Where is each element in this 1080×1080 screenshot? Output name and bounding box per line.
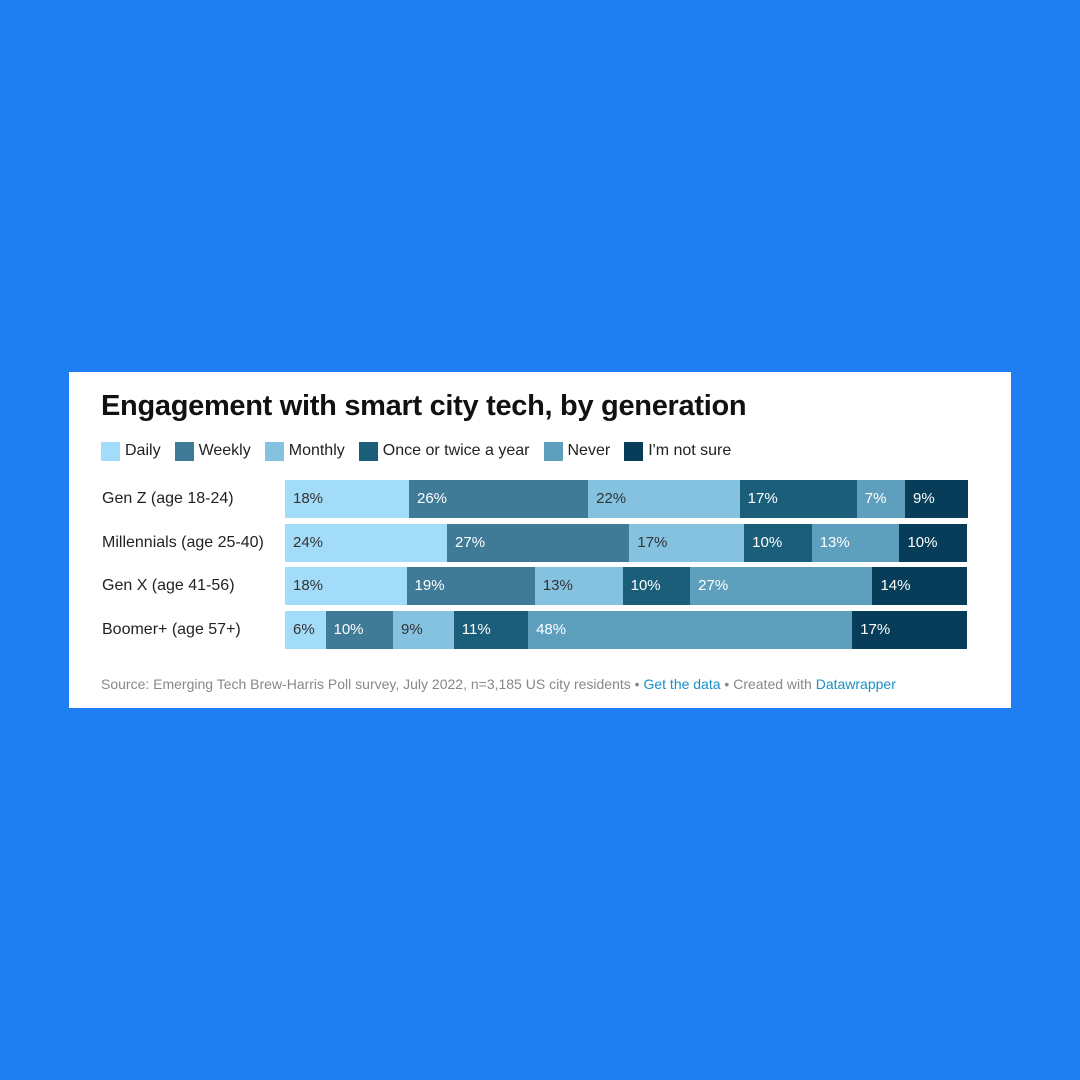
bar-segment: 13%: [534, 567, 624, 605]
bar-segment: 9%: [393, 610, 455, 649]
bar-segment: 10%: [744, 523, 813, 562]
row-label: Gen Z (age 18-24): [102, 490, 234, 507]
bar-segment: 17%: [852, 610, 968, 649]
legend-label: I'm not sure: [648, 442, 732, 459]
source-note: Source: Emerging Tech Brew-Harris Poll s…: [101, 676, 896, 692]
bar-segment: 26%: [409, 480, 589, 518]
bar-segment: 10%: [325, 610, 394, 649]
legend-label: Weekly: [198, 442, 251, 459]
bar-segment: 24%: [285, 523, 448, 562]
legend-label: Daily: [125, 442, 161, 459]
bar-segment: 10%: [622, 567, 691, 605]
chart-legend: Daily Weekly Monthly Once or twice a year Ne…: [101, 440, 745, 462]
legend-swatch: [264, 441, 284, 461]
source-text: Source: Emerging Tech Brew-Harris Poll s…: [101, 676, 631, 692]
legend-item: Daily: [101, 441, 161, 461]
legend-item: I'm not sure: [624, 441, 732, 461]
bar-segment: 11%: [453, 610, 529, 649]
bar-segment: 17%: [629, 523, 745, 562]
legend-swatch: [101, 441, 120, 461]
bar-segment: 19%: [406, 567, 536, 605]
legend-swatch: [543, 441, 563, 461]
legend-swatch: [358, 441, 378, 461]
row-label: Gen X (age 41-56): [102, 577, 235, 594]
bar-segment: 22%: [588, 480, 741, 518]
bar-segment: 18%: [285, 480, 410, 518]
legend-label: Monthly: [288, 442, 345, 459]
bar-segment: 18%: [285, 567, 408, 605]
bar-segment: 17%: [739, 480, 858, 518]
chart-card: Engagement with smart city tech, by gene…: [69, 372, 1011, 708]
legend-label: Never: [567, 442, 611, 459]
legend-item: Weekly: [174, 441, 251, 461]
legend-swatch: [624, 441, 644, 461]
created-with-text: • Created with: [720, 676, 816, 692]
get-the-data-link[interactable]: Get the data: [643, 676, 721, 692]
legend-swatch: [174, 441, 194, 461]
legend-item: Once or twice a year: [358, 441, 530, 461]
bar-segment: 27%: [690, 567, 873, 605]
bar-segment: 6%: [285, 610, 326, 649]
bar-segment: 13%: [811, 523, 900, 562]
chart-title: Engagement with smart city tech, by gene…: [101, 390, 747, 422]
legend-label: Once or twice a year: [382, 442, 530, 459]
row-label: Boomer+ (age 57+): [102, 620, 241, 638]
footer-separator: •: [630, 676, 644, 692]
bar-segment: 48%: [528, 610, 853, 649]
legend-item: Never: [543, 441, 611, 461]
bar-segment: 9%: [905, 480, 968, 518]
bar-segment: 27%: [447, 523, 630, 562]
legend-item: Monthly: [264, 441, 345, 461]
bar-segment: 10%: [899, 523, 968, 562]
bar-segment: 14%: [872, 567, 968, 605]
datawrapper-link[interactable]: Datawrapper: [815, 676, 896, 692]
row-label: Millennials (age 25-40): [102, 533, 264, 551]
bar-segment: 7%: [856, 480, 906, 518]
stacked-bar-chart: Gen Z (age 18-24) 18% 26% 22% 17% 7% 9% Millenn…: [69, 372, 1011, 708]
